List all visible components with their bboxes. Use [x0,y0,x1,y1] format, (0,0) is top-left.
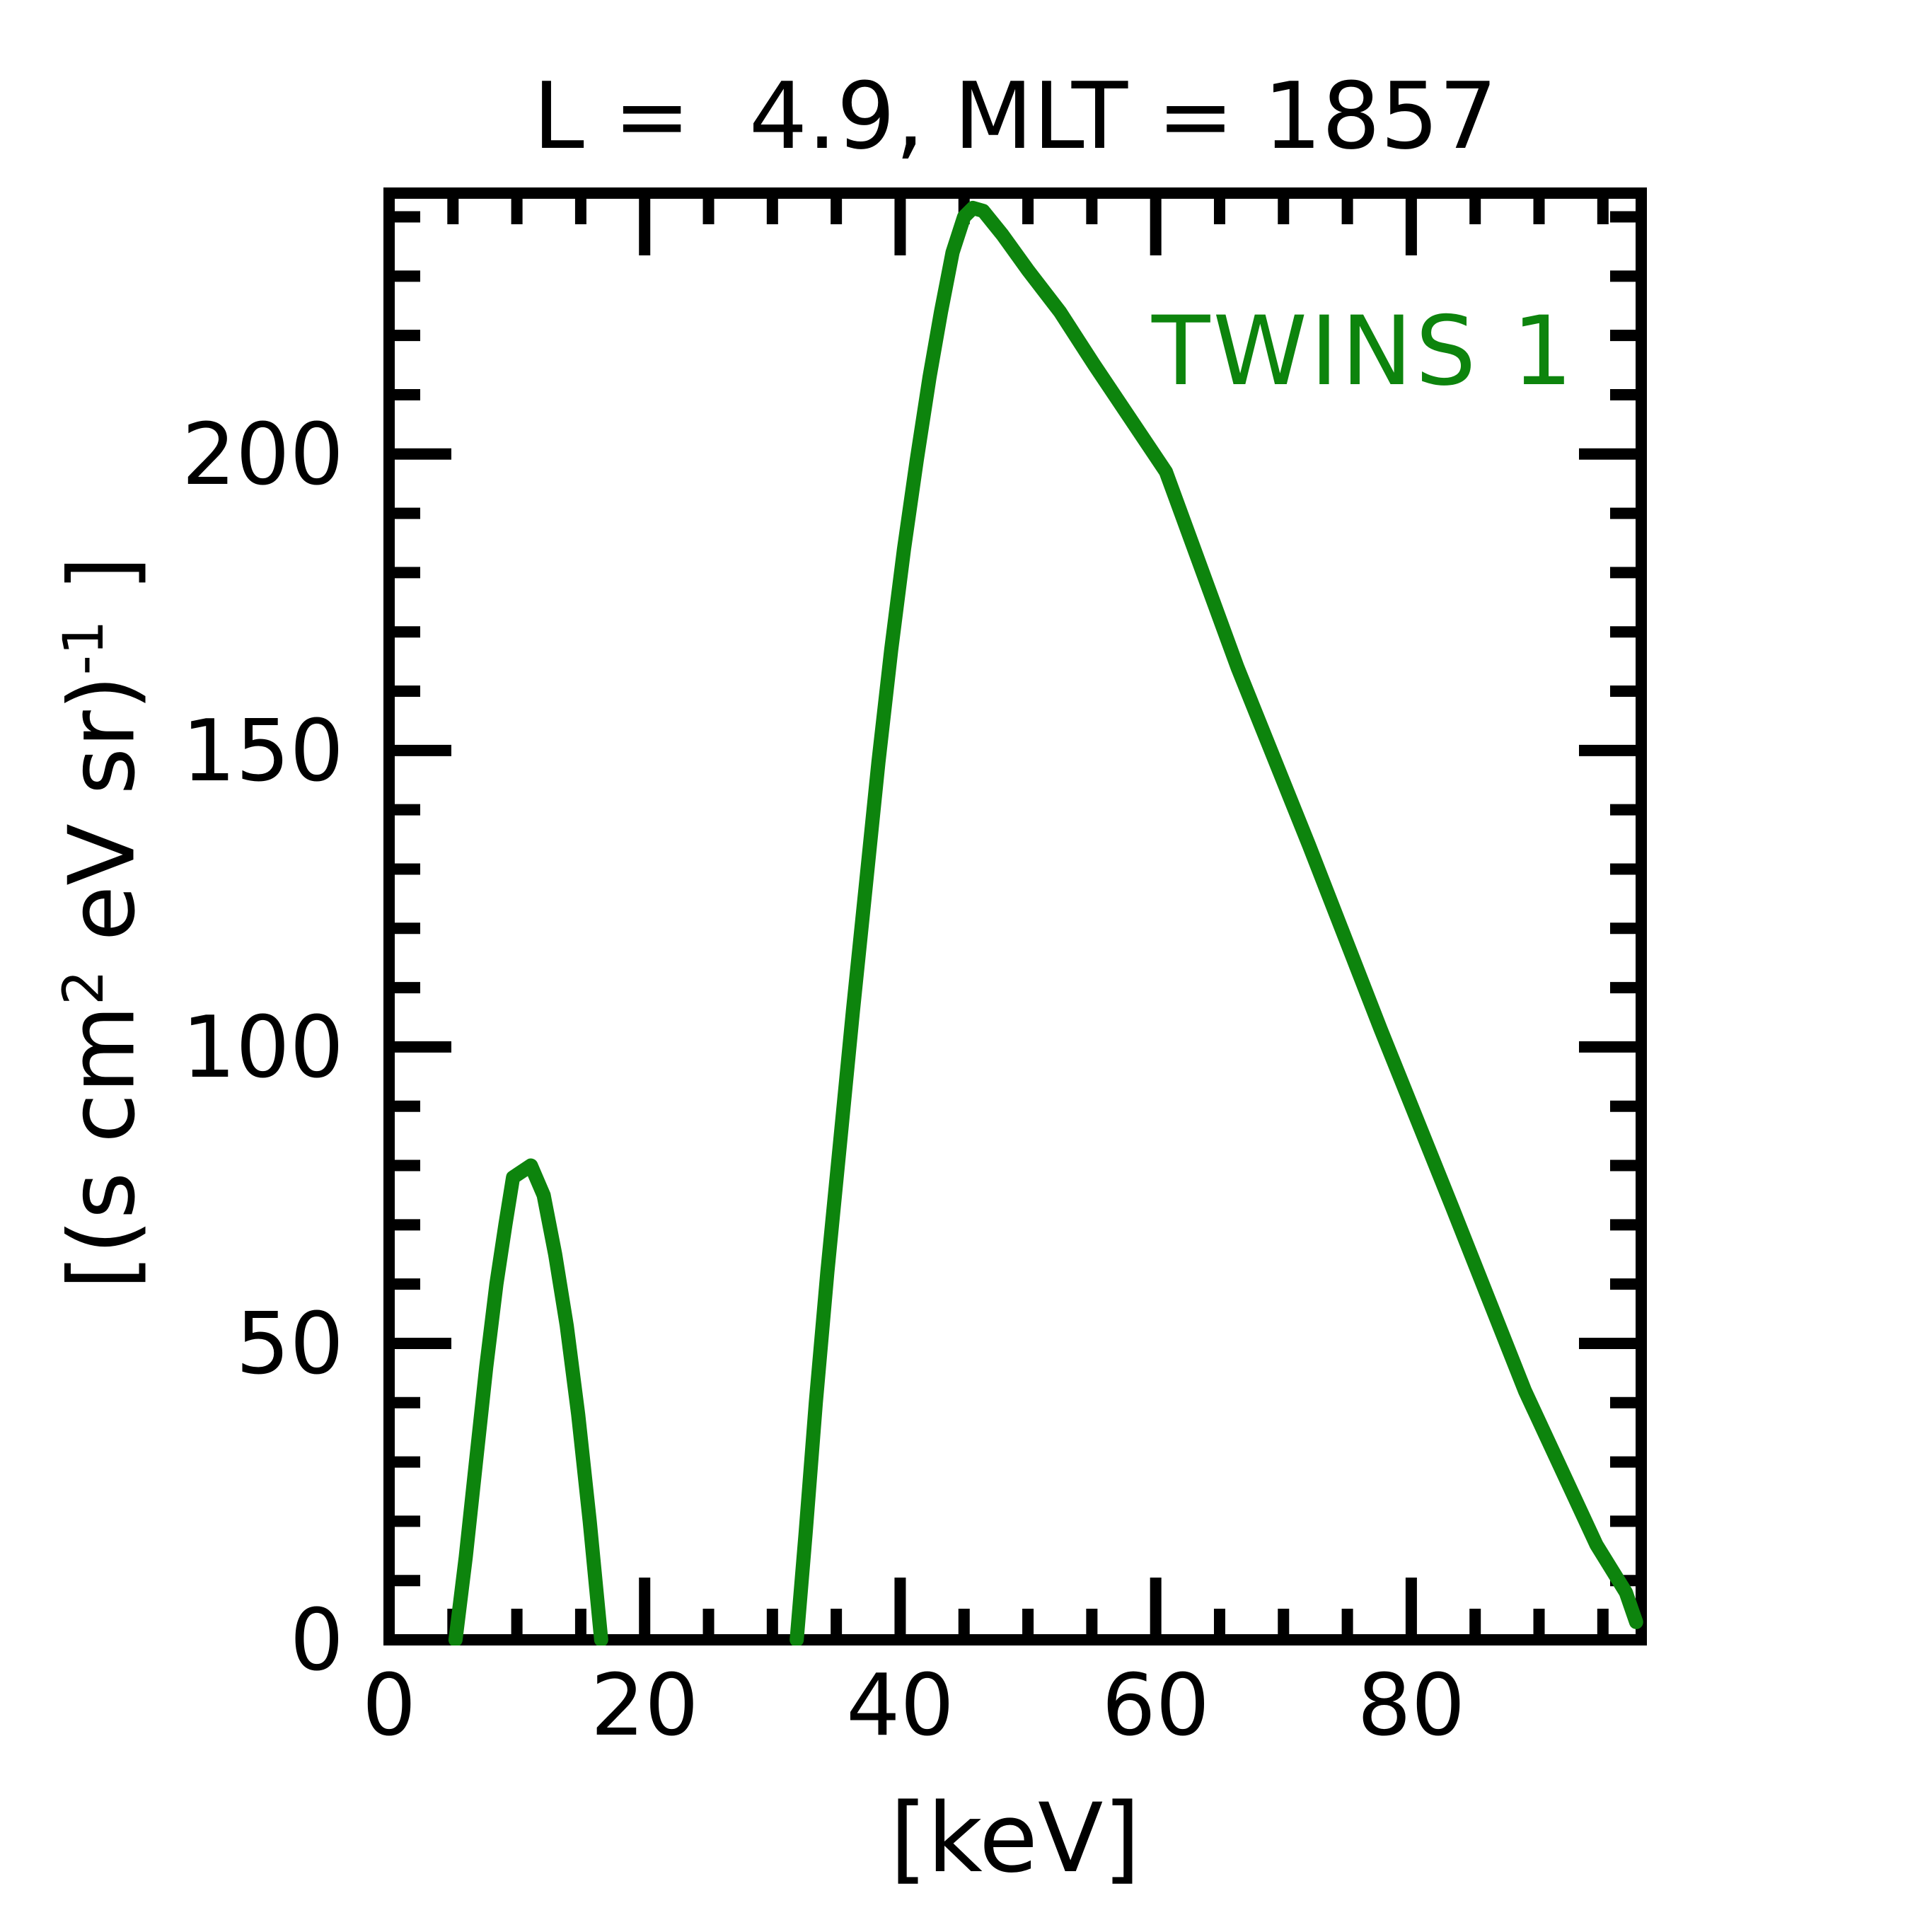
legend-entry-twins1: TWINS 1 [1152,296,1576,407]
x-tick-label: 0 [362,1657,416,1755]
x-tick-label: 80 [1358,1657,1466,1755]
series-curve-twins-1 [448,1158,608,1645]
x-tick-label: 60 [1101,1657,1210,1755]
plot-title: L = 4.9, MLT = 1857 [533,62,1498,170]
series-curve-twins-1 [789,201,1643,1645]
y-tick-label: 200 [182,406,344,504]
y-tick-label: 100 [182,999,344,1097]
x-axis-label: [keV] [889,1783,1141,1894]
x-tick-label: 20 [591,1657,699,1755]
y-tick-label: 0 [290,1592,344,1690]
y-tick-label: 150 [182,702,344,801]
x-tick-label: 40 [846,1657,954,1755]
y-tick-label: 50 [236,1295,344,1394]
